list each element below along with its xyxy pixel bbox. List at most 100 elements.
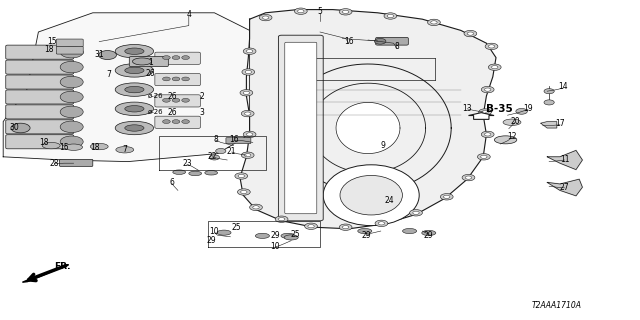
Circle shape — [163, 98, 170, 102]
Text: 10: 10 — [209, 228, 220, 236]
Text: 26: 26 — [145, 69, 156, 78]
Circle shape — [60, 136, 83, 148]
Circle shape — [182, 98, 189, 102]
Text: 2: 2 — [199, 92, 204, 100]
Ellipse shape — [116, 147, 134, 153]
Circle shape — [243, 131, 256, 138]
Ellipse shape — [281, 233, 295, 238]
Ellipse shape — [125, 48, 144, 54]
Text: 21: 21 — [227, 147, 236, 156]
Circle shape — [259, 14, 272, 21]
Circle shape — [246, 50, 253, 53]
Circle shape — [244, 112, 251, 115]
Circle shape — [246, 133, 253, 136]
Circle shape — [544, 89, 554, 94]
Circle shape — [342, 226, 349, 229]
Ellipse shape — [65, 144, 83, 150]
Text: 19: 19 — [523, 104, 533, 113]
FancyBboxPatch shape — [6, 90, 74, 104]
Circle shape — [245, 70, 252, 74]
Circle shape — [305, 223, 317, 229]
Circle shape — [485, 43, 498, 50]
Polygon shape — [547, 150, 582, 170]
Polygon shape — [22, 265, 68, 282]
Circle shape — [182, 77, 189, 81]
Circle shape — [431, 21, 437, 24]
Ellipse shape — [125, 125, 144, 131]
Text: 25: 25 — [291, 230, 301, 239]
Text: 18: 18 — [90, 143, 99, 152]
Text: 6: 6 — [169, 178, 174, 187]
Text: 20: 20 — [510, 117, 520, 126]
Text: 17: 17 — [555, 119, 565, 128]
Text: 8: 8 — [213, 135, 218, 144]
Ellipse shape — [284, 235, 298, 240]
Circle shape — [172, 77, 180, 81]
Circle shape — [440, 194, 453, 200]
Ellipse shape — [125, 106, 144, 112]
Ellipse shape — [115, 64, 154, 77]
Circle shape — [342, 10, 349, 13]
Circle shape — [488, 64, 501, 70]
FancyBboxPatch shape — [285, 42, 317, 214]
FancyBboxPatch shape — [278, 35, 323, 221]
Text: B-35: B-35 — [486, 104, 513, 115]
Text: 29: 29 — [206, 236, 216, 245]
FancyBboxPatch shape — [6, 135, 74, 149]
Ellipse shape — [125, 86, 144, 93]
Circle shape — [172, 56, 180, 60]
Circle shape — [378, 222, 385, 225]
Circle shape — [182, 120, 189, 124]
Circle shape — [238, 174, 244, 178]
Ellipse shape — [422, 230, 436, 236]
FancyBboxPatch shape — [226, 138, 251, 144]
Circle shape — [60, 91, 83, 103]
Circle shape — [375, 220, 388, 227]
FancyBboxPatch shape — [129, 57, 168, 67]
Circle shape — [172, 98, 180, 102]
Circle shape — [241, 152, 254, 158]
Circle shape — [163, 77, 170, 81]
Text: 26: 26 — [168, 92, 178, 100]
Ellipse shape — [205, 171, 218, 175]
Text: 10: 10 — [270, 242, 280, 251]
Text: 27: 27 — [559, 183, 570, 192]
Text: 15: 15 — [47, 37, 58, 46]
Circle shape — [484, 88, 491, 91]
Text: 18: 18 — [45, 45, 54, 54]
Ellipse shape — [340, 175, 403, 215]
Text: 7: 7 — [122, 145, 127, 154]
FancyBboxPatch shape — [376, 37, 408, 45]
Text: 29: 29 — [361, 231, 371, 240]
Circle shape — [243, 91, 250, 94]
FancyBboxPatch shape — [6, 105, 74, 119]
Circle shape — [235, 173, 248, 179]
Circle shape — [481, 131, 494, 138]
Text: 28: 28 — [50, 159, 59, 168]
Text: 24: 24 — [384, 196, 394, 205]
Ellipse shape — [115, 102, 154, 116]
FancyBboxPatch shape — [155, 95, 200, 107]
Ellipse shape — [358, 228, 372, 234]
FancyBboxPatch shape — [60, 159, 93, 166]
Circle shape — [516, 108, 527, 114]
FancyBboxPatch shape — [56, 46, 83, 54]
Polygon shape — [240, 10, 496, 229]
Text: 5: 5 — [317, 7, 323, 16]
Circle shape — [216, 148, 226, 154]
Ellipse shape — [255, 233, 269, 238]
Text: 1: 1 — [148, 58, 153, 67]
Circle shape — [182, 56, 189, 60]
Circle shape — [477, 154, 490, 160]
Text: ø-26: ø-26 — [148, 93, 163, 99]
Circle shape — [243, 48, 256, 54]
Text: FR.: FR. — [54, 262, 71, 271]
Circle shape — [11, 123, 30, 133]
FancyBboxPatch shape — [6, 45, 74, 59]
Text: 23: 23 — [182, 159, 192, 168]
Ellipse shape — [173, 170, 186, 174]
Circle shape — [479, 109, 492, 115]
Circle shape — [163, 56, 170, 60]
Text: 18: 18 — [39, 138, 48, 147]
Text: 15: 15 — [59, 143, 69, 152]
